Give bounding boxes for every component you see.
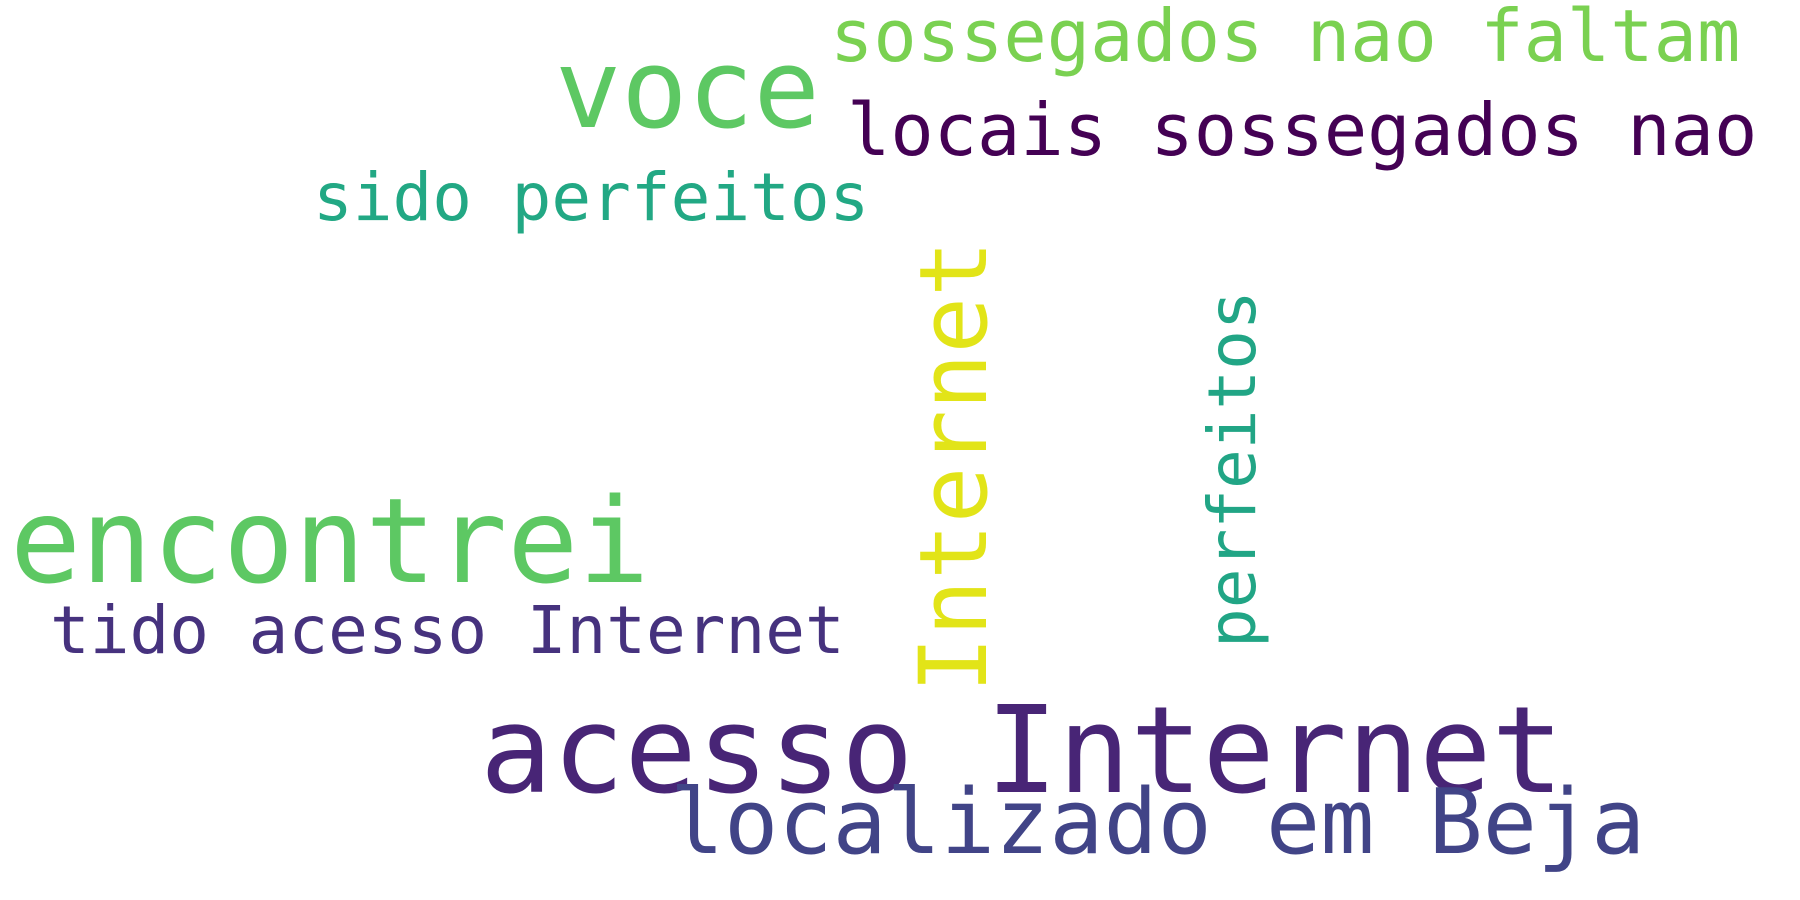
word-tido-acesso-internet: tido acesso Internet	[50, 592, 845, 669]
word-internet-vertical: Internet	[900, 240, 1009, 693]
word-acesso-internet: acesso Internet	[480, 682, 1564, 821]
word-localizado-em-beja: localizado em Beja	[670, 770, 1646, 875]
word-perfeitos-vertical: perfeitos	[1194, 290, 1271, 648]
word-sido-perfeitos: sido perfeitos	[313, 159, 870, 236]
word-voce: voce	[555, 25, 820, 153]
word-locais-sossegados-nao: locais sossegados nao	[847, 88, 1758, 172]
word-sossegados-nao-faltam: sossegados nao faltam	[830, 0, 1741, 78]
word-encontrei: encontrei	[10, 472, 650, 610]
